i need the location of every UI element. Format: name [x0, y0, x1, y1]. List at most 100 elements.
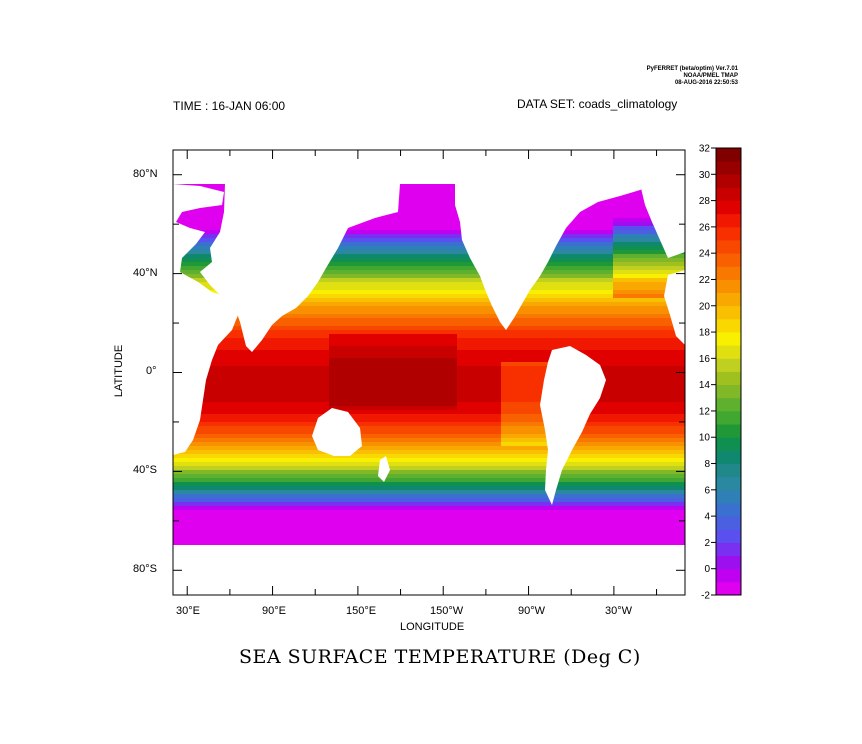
sst-cell	[213, 226, 217, 230]
sst-cell	[181, 210, 185, 214]
sst-cell	[625, 270, 629, 274]
sst-cell	[185, 270, 189, 274]
sst-cell	[569, 254, 573, 258]
sst-cell	[357, 266, 361, 270]
sst-cell	[577, 302, 581, 306]
sst-cell	[657, 294, 661, 298]
sst-cell	[377, 250, 381, 254]
sst-cell	[597, 250, 601, 254]
sst-cell	[433, 270, 437, 274]
sst-cell	[613, 290, 617, 294]
sst-cell	[349, 294, 353, 298]
sst-cell	[357, 226, 361, 230]
sst-cell	[361, 302, 365, 306]
sst-cell	[625, 234, 629, 238]
sst-cell	[397, 254, 401, 258]
sst-cell	[617, 210, 621, 214]
sst-cell	[209, 226, 213, 230]
sst-cell	[321, 278, 325, 282]
sst-cell	[337, 258, 341, 262]
sst-cell	[413, 226, 417, 230]
sst-cell	[385, 230, 389, 234]
sst-cell	[189, 262, 193, 266]
sst-cell	[553, 278, 557, 282]
sst-cell	[609, 210, 613, 214]
sst-cell	[377, 302, 381, 306]
sst-cell	[457, 226, 461, 230]
sst-cell	[425, 234, 429, 238]
sst-cell	[577, 242, 581, 246]
sst-cell	[537, 290, 541, 294]
sst-cell	[441, 194, 445, 198]
sst-cell	[529, 298, 533, 302]
sst-cell	[457, 302, 461, 306]
sst-cell	[405, 202, 409, 206]
sst-cell	[629, 274, 633, 278]
sst-cell	[445, 202, 449, 206]
sst-cell	[425, 202, 429, 206]
sst-cell	[629, 222, 633, 226]
sst-cell	[653, 242, 657, 246]
sst-cell	[605, 234, 609, 238]
sst-cell	[389, 230, 393, 234]
sst-cell	[613, 270, 617, 274]
sst-cell	[205, 282, 209, 286]
sst-cell	[409, 194, 413, 198]
sst-cell	[337, 246, 341, 250]
sst-cell	[629, 202, 633, 206]
sst-cell	[641, 286, 645, 290]
sst-cell	[637, 242, 641, 246]
sst-cell	[585, 298, 589, 302]
sst-cell	[197, 226, 201, 230]
sst-cell	[377, 290, 381, 294]
sst-cell	[441, 270, 445, 274]
sst-cell	[665, 270, 669, 274]
sst-cell	[461, 290, 465, 294]
sst-cell	[437, 302, 441, 306]
sst-cell	[405, 258, 409, 262]
sst-cell	[557, 294, 561, 298]
sst-cell	[185, 258, 189, 262]
sst-cell	[485, 302, 489, 306]
sst-cell	[217, 214, 221, 218]
sst-cell	[421, 262, 425, 266]
sst-cell	[445, 190, 449, 194]
sst-cell	[649, 302, 653, 306]
sst-cell	[389, 286, 393, 290]
sst-cell	[381, 266, 385, 270]
sst-cell	[449, 206, 453, 210]
ferret-stamp: PyFERRET (beta/optim) Ver.7.01 NOAA/PMEL…	[590, 66, 738, 87]
sst-cell	[645, 230, 649, 234]
sst-cell	[661, 270, 665, 274]
sst-cell	[661, 286, 665, 290]
sst-cell	[621, 210, 625, 214]
sst-cell	[397, 218, 401, 222]
sst-cell	[569, 302, 573, 306]
sst-cell	[597, 302, 601, 306]
sst-cell	[413, 218, 417, 222]
sst-cell	[669, 258, 673, 262]
sst-cell	[633, 202, 637, 206]
sst-cell	[457, 250, 461, 254]
sst-cell	[437, 238, 441, 242]
sst-cell	[329, 294, 333, 298]
sst-cell	[409, 266, 413, 270]
sst-cell	[337, 250, 341, 254]
sst-cell	[437, 226, 441, 230]
sst-cell	[613, 274, 617, 278]
sst-cell	[465, 286, 469, 290]
sst-cell	[373, 222, 377, 226]
sst-cell	[345, 230, 349, 234]
sst-cell	[421, 210, 425, 214]
sst-cell	[589, 294, 593, 298]
sst-cell	[337, 270, 341, 274]
sst-cell	[413, 270, 417, 274]
sst-cell	[445, 234, 449, 238]
sst-cell	[461, 274, 465, 278]
sst-cell	[393, 242, 397, 246]
sst-cell	[557, 282, 561, 286]
sst-cell	[621, 234, 625, 238]
sst-cell	[577, 278, 581, 282]
sst-cell	[449, 242, 453, 246]
sst-cell	[621, 238, 625, 242]
